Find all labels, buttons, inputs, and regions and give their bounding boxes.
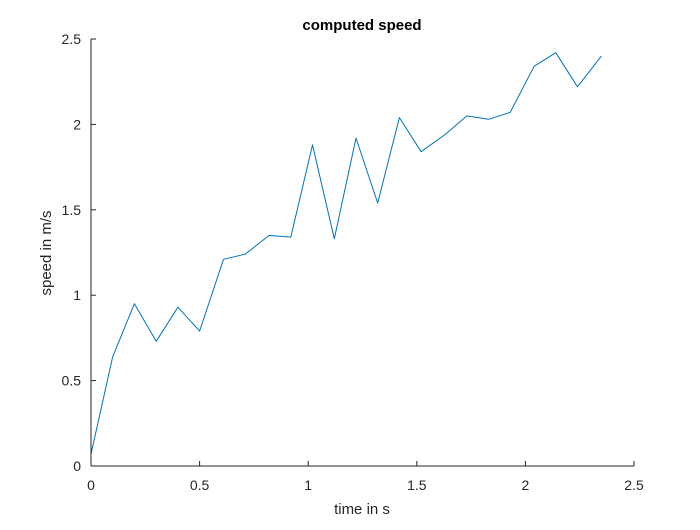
y-axis-label: speed in m/s: [38, 210, 55, 295]
y-axis-ticks: 0 0.5 1 1.5 2 2.5: [62, 31, 96, 474]
y-tick-label: 2: [73, 116, 81, 132]
x-tick-label: 2.5: [624, 477, 644, 493]
plot-area: [91, 39, 634, 466]
y-tick-label: 2.5: [62, 31, 82, 47]
y-tick-label: 0.5: [62, 373, 82, 389]
y-tick-label: 0: [73, 458, 81, 474]
series-layer: [90, 52, 602, 455]
x-tick-label: 0.5: [190, 477, 210, 493]
x-axis-label: time in s: [334, 501, 390, 518]
series-line: [90, 52, 602, 455]
x-axis-ticks: 0 0.5 1 1.5 2 2.5: [87, 461, 644, 493]
chart-title: computed speed: [302, 17, 421, 34]
x-tick-label: 0: [87, 477, 95, 493]
x-tick-label: 2: [522, 477, 530, 493]
x-tick-label: 1: [304, 477, 312, 493]
x-tick-label: 1.5: [407, 477, 427, 493]
y-tick-label: 1: [73, 287, 81, 303]
y-tick-label: 1.5: [62, 202, 82, 218]
